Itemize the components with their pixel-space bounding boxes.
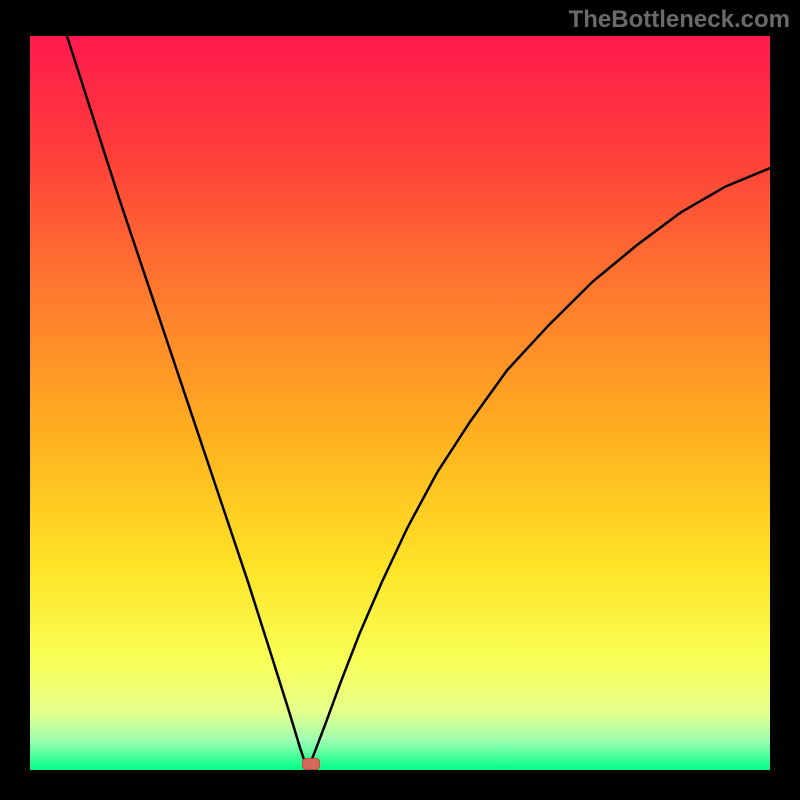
plot-area (30, 36, 770, 770)
plot-svg (30, 36, 770, 770)
chart-frame: TheBottleneck.com (0, 0, 800, 800)
watermark-text: TheBottleneck.com (569, 6, 790, 34)
plot-background (30, 36, 770, 770)
